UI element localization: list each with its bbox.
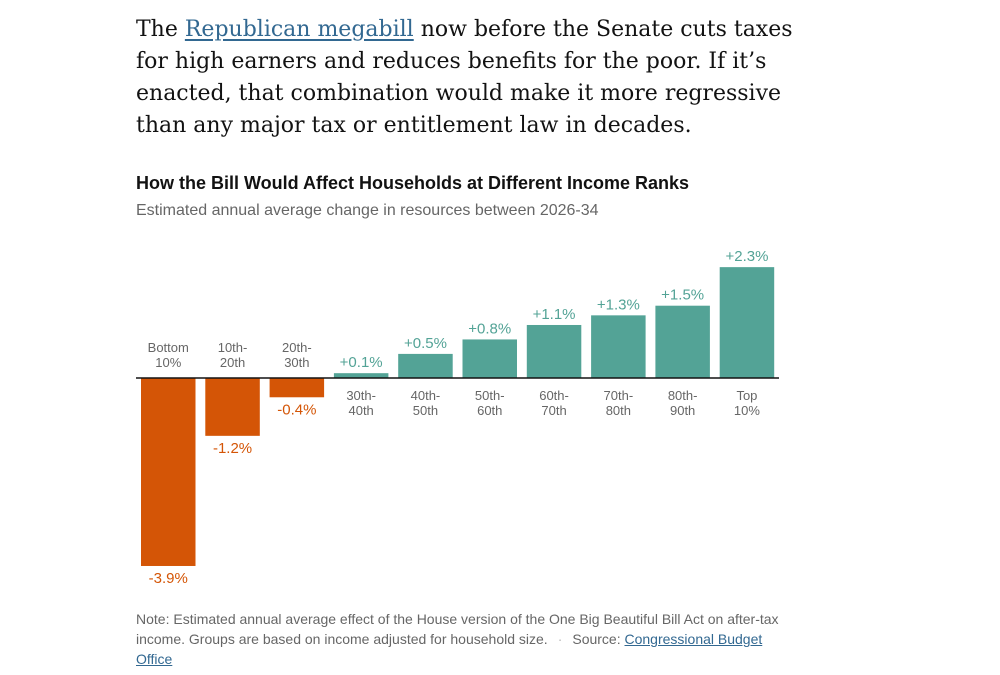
article-lead: The xyxy=(136,17,185,42)
source-label: Source: xyxy=(572,631,625,647)
category-label-2-1: 30th xyxy=(284,355,309,370)
category-label-4-0: 40th- xyxy=(411,388,441,403)
value-label-2: -0.4% xyxy=(277,401,316,418)
category-label-9-0: Top xyxy=(736,388,757,403)
chart-note: Note: Estimated annual average effect of… xyxy=(136,609,786,669)
category-label-3-1: 40th xyxy=(348,403,373,418)
category-label-7-1: 80th xyxy=(606,403,631,418)
category-label-8-0: 80th- xyxy=(668,388,698,403)
category-label-9-1: 10% xyxy=(734,403,760,418)
bar-5 xyxy=(462,339,517,378)
category-label-6-0: 60th- xyxy=(539,388,569,403)
category-label-5-1: 60th xyxy=(477,403,502,418)
value-label-4: +0.5% xyxy=(404,335,447,352)
category-label-6-1: 70th xyxy=(541,403,566,418)
bar-2 xyxy=(269,378,325,398)
bar-0 xyxy=(141,378,196,566)
bar-4 xyxy=(398,353,453,378)
category-label-0-1: 10% xyxy=(155,355,181,370)
article-rest: now before the Senate cuts taxes for hig… xyxy=(136,17,793,138)
category-label-7-0: 70th- xyxy=(604,388,634,403)
value-label-5: +0.8% xyxy=(468,320,511,337)
category-label-3-0: 30th- xyxy=(346,388,376,403)
separator-dot: · xyxy=(557,631,563,647)
value-label-1: -1.2% xyxy=(213,440,252,457)
category-label-2-0: 20th- xyxy=(282,340,312,355)
value-label-6: +1.1% xyxy=(533,306,576,323)
chart-subtitle: Estimated annual average change in resou… xyxy=(136,202,599,219)
source-link[interactable]: Congressional Budget Office xyxy=(136,631,763,667)
chart-title: How the Bill Would Affect Households at … xyxy=(136,173,690,193)
category-label-1-1: 20th xyxy=(220,355,245,370)
category-label-8-1: 90th xyxy=(670,403,695,418)
category-label-4-1: 50th xyxy=(413,403,438,418)
bar-7 xyxy=(591,315,646,378)
value-label-3: +0.1% xyxy=(340,354,383,371)
value-label-9: +2.3% xyxy=(725,248,768,265)
note-text: Note: Estimated annual average effect of… xyxy=(136,611,779,647)
bar-8 xyxy=(655,305,710,378)
category-label-5-0: 50th- xyxy=(475,388,505,403)
bar-6 xyxy=(526,324,582,378)
category-label-1-0: 10th- xyxy=(218,340,248,355)
value-label-0: -3.9% xyxy=(149,570,188,587)
bar-9 xyxy=(719,267,775,378)
value-label-8: +1.5% xyxy=(661,287,704,304)
category-label-0-0: Bottom xyxy=(148,340,189,355)
megabill-link[interactable]: Republican megabill xyxy=(184,17,414,42)
bar-3 xyxy=(333,373,389,378)
article-paragraph: The Republican megabill now before the S… xyxy=(136,14,796,142)
bar-1 xyxy=(205,378,260,436)
value-label-7: +1.3% xyxy=(597,296,640,313)
